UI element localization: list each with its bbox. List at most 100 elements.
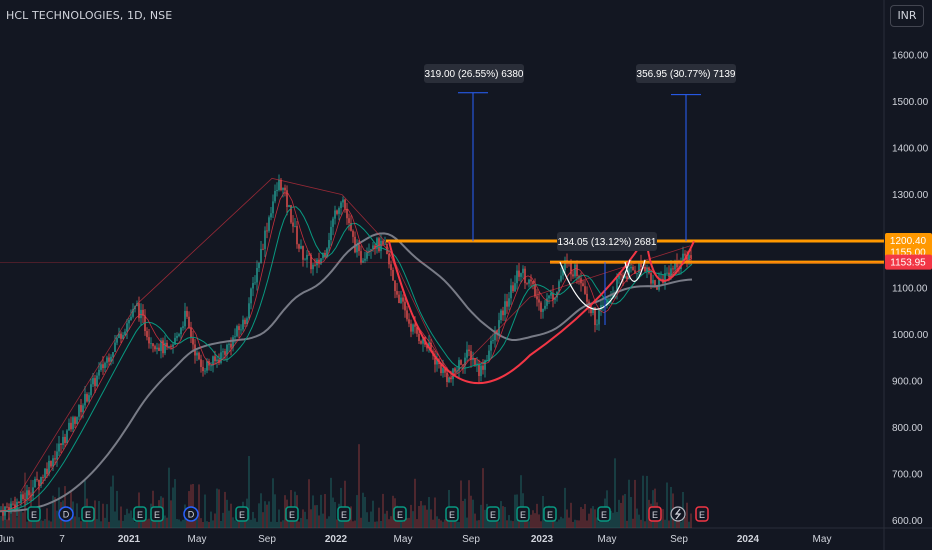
candle-body — [498, 320, 500, 335]
volume-bar — [128, 513, 130, 528]
candle-body — [222, 351, 224, 353]
volume-bar — [132, 517, 134, 528]
candle-body — [598, 310, 600, 325]
volume-bar — [566, 509, 568, 528]
volume-bar — [594, 509, 596, 528]
volume-bar — [302, 509, 304, 528]
volume-bar — [46, 508, 48, 528]
candle-body — [602, 304, 604, 306]
earnings-marker: E — [393, 506, 407, 522]
volume-bar — [42, 520, 44, 528]
candle-body — [634, 270, 636, 274]
candle-body — [584, 286, 586, 294]
volume-bar — [226, 499, 228, 528]
volume-bar — [386, 510, 388, 528]
candle-body — [116, 338, 118, 343]
currency-button[interactable]: INR — [890, 5, 924, 27]
candle-body — [196, 352, 198, 356]
volume-bar — [262, 512, 264, 528]
volume-bar — [22, 512, 24, 528]
candle-body — [320, 258, 322, 264]
inner-cup-arc — [559, 259, 631, 310]
earnings-marker-letter: E — [397, 510, 403, 520]
volume-bar — [112, 475, 114, 528]
candle-body — [606, 299, 608, 305]
candle-body — [44, 468, 46, 478]
volume-bar — [428, 497, 430, 528]
candle-body — [650, 273, 652, 284]
candle-body — [506, 301, 508, 307]
volume-bar — [564, 487, 566, 528]
candle-body — [480, 365, 482, 376]
volume-bar — [460, 480, 462, 528]
volume-bar — [598, 521, 600, 528]
candle-body — [526, 283, 528, 284]
candle-body — [442, 368, 444, 374]
candle-body — [464, 357, 466, 366]
volume-bar — [224, 491, 226, 528]
candle-body — [608, 298, 610, 300]
candle-body — [290, 205, 292, 223]
volume-bar — [26, 521, 28, 528]
x-tick-label: Jun — [0, 534, 14, 545]
earnings-marker: E — [695, 506, 709, 522]
candle-body — [564, 260, 566, 271]
volume-bar — [318, 515, 320, 528]
candle-body — [100, 364, 102, 370]
candle-body — [536, 296, 538, 300]
candle-body — [408, 319, 410, 324]
volume-bar — [200, 518, 202, 528]
volume-bar — [8, 517, 10, 528]
candle-body — [238, 326, 240, 331]
volume-bar — [438, 518, 440, 528]
volume-bar — [212, 520, 214, 528]
dividend-marker: D — [58, 506, 74, 522]
volume-bar — [362, 492, 364, 528]
candle-body — [162, 340, 164, 354]
candle-body — [278, 179, 280, 190]
candle-body — [276, 189, 278, 191]
volume-bar — [6, 519, 8, 528]
volume-bar — [680, 521, 682, 528]
split-marker — [670, 506, 686, 522]
volume-bar — [348, 515, 350, 528]
candle-body — [18, 501, 20, 504]
candle-body — [50, 460, 52, 467]
candle-body — [236, 326, 238, 337]
candle-body — [490, 340, 492, 351]
candle-body — [2, 510, 4, 516]
candle-body — [140, 309, 142, 319]
candle-body — [594, 307, 596, 325]
volume-bar — [320, 494, 322, 528]
candle-body — [92, 378, 94, 385]
candle-body — [384, 243, 386, 245]
volume-bar — [596, 517, 598, 528]
volume-bar — [124, 514, 126, 528]
candle-body — [338, 208, 340, 214]
candle-body — [360, 251, 362, 263]
candle-body — [124, 331, 126, 336]
candle-body — [118, 333, 120, 339]
y-tick-label: 800.00 — [892, 423, 923, 434]
volume-bar — [478, 520, 480, 528]
volume-bar — [254, 518, 256, 528]
candle-body — [170, 345, 172, 347]
price-tag-label: 1153.95 — [890, 258, 926, 269]
volume-bar — [406, 518, 408, 528]
earnings-marker-icon — [445, 506, 459, 522]
earnings-marker-letter: E — [289, 510, 295, 520]
volume-bar — [182, 519, 184, 528]
candle-body — [548, 295, 550, 299]
candle-body — [282, 187, 284, 190]
volume-bar — [172, 487, 174, 528]
volume-bar — [108, 521, 110, 528]
earnings-marker: E — [516, 506, 530, 522]
volume-bar — [34, 515, 36, 528]
dividend-marker-letter: D — [188, 510, 195, 520]
volume-bar — [530, 514, 532, 528]
candle-body — [38, 479, 40, 486]
volume-bar — [38, 483, 40, 528]
volume-bar — [260, 493, 262, 528]
volume-bar — [562, 518, 564, 528]
